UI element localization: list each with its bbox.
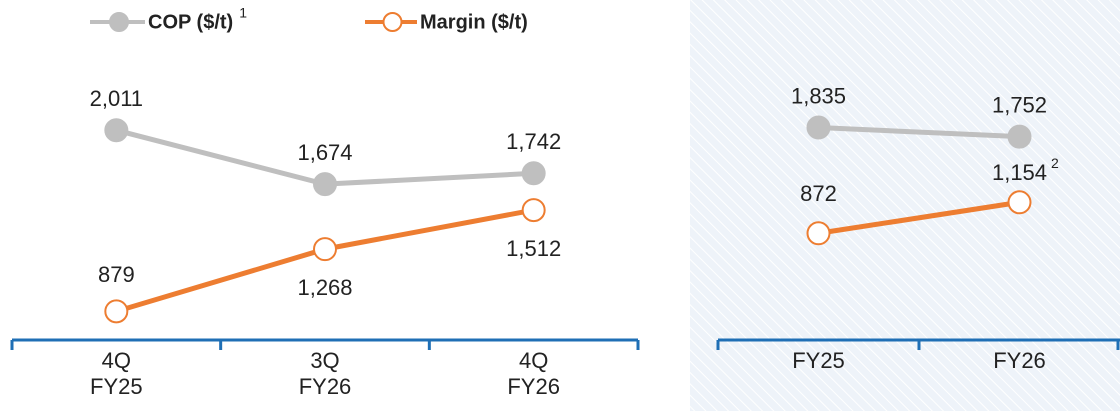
- data-label: 879: [98, 262, 135, 287]
- data-point: [521, 161, 546, 186]
- data-label: 1,154: [992, 160, 1047, 185]
- legend-label: COP ($/t): [148, 11, 233, 33]
- data-label: 1,268: [297, 275, 352, 300]
- data-point: [806, 115, 831, 140]
- data-label: 1,752: [992, 92, 1047, 117]
- data-point: [104, 118, 129, 143]
- data-point: [806, 221, 831, 246]
- x-tick-label: FY25: [90, 374, 143, 399]
- x-tick-label: 4Q: [102, 348, 131, 373]
- data-label: 1,674: [297, 140, 352, 165]
- legend-marker: [109, 12, 129, 32]
- data-point: [1007, 190, 1032, 215]
- data-point: [104, 299, 129, 324]
- x-tick-label: FY26: [993, 348, 1046, 373]
- data-label: 1,835: [791, 83, 846, 108]
- data-label: 872: [800, 181, 837, 206]
- x-tick-label: 3Q: [310, 348, 339, 373]
- data-label: 2,011: [90, 86, 143, 111]
- footnote-marker: 2: [1051, 155, 1059, 171]
- data-label: 1,742: [506, 129, 561, 154]
- panel-background: [690, 0, 1120, 411]
- legend-marker: [382, 12, 403, 32]
- x-tick-label: FY26: [507, 374, 560, 399]
- data-point: [521, 198, 546, 223]
- data-label: 1,512: [506, 236, 561, 261]
- series-line: [818, 199, 1020, 236]
- data-point: [313, 172, 337, 197]
- x-tick-label: 4Q: [519, 348, 548, 373]
- series-line: [818, 125, 1020, 140]
- legend-label: Margin ($/t): [420, 11, 528, 33]
- x-tick-label: FY26: [299, 374, 352, 399]
- data-point: [1007, 124, 1032, 149]
- data-point: [313, 237, 337, 262]
- footnote-marker: 1: [239, 5, 247, 21]
- x-tick-label: FY25: [792, 348, 845, 373]
